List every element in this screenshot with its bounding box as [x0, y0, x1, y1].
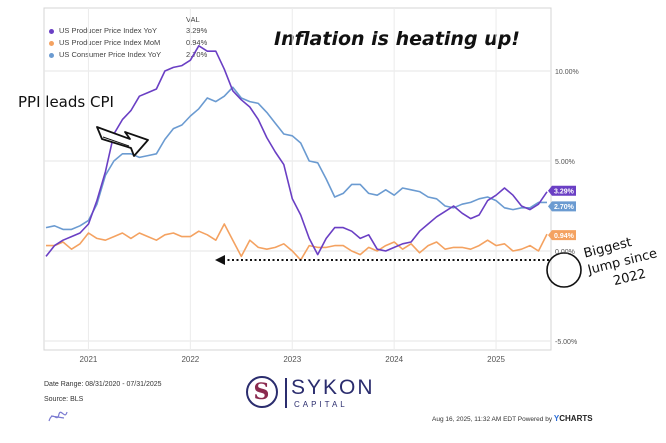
- ycharts-brand-y: Y: [553, 414, 560, 423]
- y-tick-label: 5.00%: [555, 159, 575, 166]
- legend-dot-ppi-mom: [49, 41, 54, 46]
- hand-drawn-arrow-shading: [102, 136, 130, 147]
- signature-scribble-icon: [48, 411, 68, 422]
- legend: US Producer Price Index YoY 3.29% US Pro…: [46, 26, 208, 62]
- end-tag-ppi-mom-text: 0.94%: [554, 233, 575, 240]
- headline: Inflation is heating up!: [274, 28, 520, 50]
- series-line-ppi-yoy: [45, 44, 548, 257]
- end-tag-cpi-yoy: 2.70%: [548, 201, 576, 212]
- legend-row-cpi-yoy: US Consumer Price Index YoY 2.70%: [46, 50, 208, 62]
- x-tick-label: 2025: [487, 355, 505, 364]
- x-tick-label: 2021: [80, 355, 98, 364]
- legend-label-cpi-yoy: US Consumer Price Index YoY: [59, 50, 162, 59]
- series-line-cpi-yoy: [45, 86, 547, 231]
- end-tag-cpi-yoy-text: 2.70%: [554, 204, 575, 211]
- end-tag-ppi-yoy: 3.29%: [548, 185, 576, 196]
- legend-value-ppi-mom: 0.94%: [186, 38, 208, 47]
- sykon-logo-sub: CAPITAL: [294, 400, 348, 409]
- legend-value-cpi-yoy: 2.70%: [186, 50, 208, 59]
- footer-timestamp: Aug 16, 2025, 11:32 AM EDT Powered by YC…: [432, 414, 593, 423]
- footer-timestamp-text: Aug 16, 2025, 11:32 AM EDT Powered by: [432, 416, 553, 423]
- sykon-logo-divider: [285, 378, 287, 408]
- legend-dot-ppi-yoy: [49, 29, 54, 34]
- hand-drawn-arrow-icon: [96, 126, 149, 157]
- end-tag-ppi-yoy-text: 3.29%: [554, 189, 575, 196]
- series-line-ppi-mom: [46, 223, 548, 261]
- legend-val-header: VAL: [186, 15, 200, 24]
- end-tag-ppi-yoy-bg: [548, 185, 576, 196]
- end-tag-ppi-mom-bg: [548, 230, 576, 241]
- legend-label-ppi-yoy: US Producer Price Index YoY: [59, 26, 157, 35]
- sykon-logo: S SYKON CAPITAL: [244, 376, 394, 416]
- sykon-logo-mark-icon: S: [246, 376, 278, 408]
- plot-border: [43, 7, 552, 351]
- ycharts-brand-rest: CHARTS: [559, 414, 593, 423]
- y-tick-label: -5.00%: [555, 339, 577, 346]
- legend-row-ppi-yoy: US Producer Price Index YoY 3.29%: [46, 26, 208, 38]
- x-tick-label: 2022: [181, 355, 199, 364]
- y-tick-label: 10.00%: [555, 69, 579, 76]
- x-tick-label: 2023: [283, 355, 301, 364]
- legend-value-ppi-yoy: 3.29%: [186, 26, 208, 35]
- x-tick-label: 2024: [385, 355, 403, 364]
- sykon-logo-name: SYKON: [291, 376, 375, 399]
- y-tick-label: 0.00%: [555, 249, 575, 256]
- legend-dot-cpi-yoy: [49, 53, 54, 58]
- annotation-ppi-leads-cpi: PPI leads CPI: [18, 93, 114, 111]
- footer-date-range: Date Range: 08/31/2020 - 07/31/2025: [44, 381, 162, 388]
- ycharts-brand: YCHARTS: [554, 414, 593, 423]
- footer-source: Source: BLS: [44, 396, 84, 403]
- end-tag-ppi-mom: 0.94%: [548, 230, 576, 241]
- legend-row-ppi-mom: US Producer Price Index MoM 0.94%: [46, 38, 208, 50]
- jump-highlight-circle: [546, 252, 582, 288]
- sykon-logo-letter: S: [253, 379, 270, 405]
- legend-label-ppi-mom: US Producer Price Index MoM: [59, 38, 161, 47]
- end-tag-cpi-yoy-bg: [548, 201, 576, 212]
- dotted-arrow-head-icon: [215, 255, 225, 265]
